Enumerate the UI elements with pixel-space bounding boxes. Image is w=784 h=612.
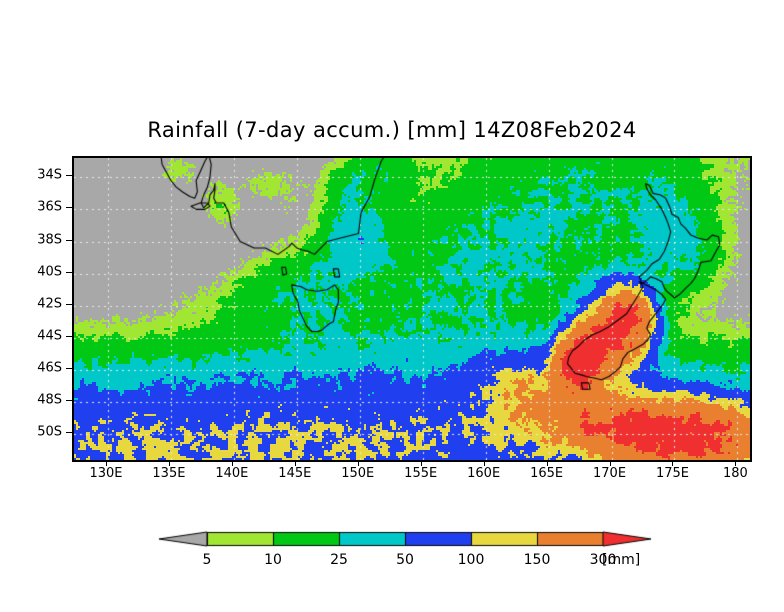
y-tick-mark [66,335,72,337]
colorbar-tick-label: 25 [330,552,348,568]
y-tick-label: 44S [37,328,62,344]
x-tick-label: 165E [530,466,564,481]
x-tick-label: 150E [341,466,375,481]
y-tick-label: 40S [37,264,62,280]
x-tick-mark [735,460,737,466]
x-tick-label: 175E [655,466,689,481]
x-tick-mark [105,460,107,466]
y-tick-label: 46S [37,360,62,376]
x-tick-mark [546,460,548,466]
x-tick-label: 160E [467,466,501,481]
x-tick-mark [609,460,611,466]
y-tick-label: 42S [37,296,62,312]
y-tick-label: 38S [37,232,62,248]
x-tick-mark [672,460,674,466]
page-title: Rainfall (7-day accum.) [mm] 14Z08Feb202… [147,118,637,142]
x-tick-label: 170E [593,466,627,481]
y-tick-label: 36S [37,199,62,215]
x-tick-mark [231,460,233,466]
colorbar-swatches [155,528,655,550]
map-plot-area[interactable] [72,156,752,462]
y-tick-mark [66,175,72,177]
x-tick-mark [483,460,485,466]
y-tick-mark [66,400,72,402]
colorbar-tick-label: 10 [264,552,282,568]
colorbar[interactable]: 5 10 25 50 100 150 300 [mm] [155,528,655,578]
y-tick-label: 34S [37,167,62,183]
x-tick-label: 155E [404,466,438,481]
x-tick-mark [420,460,422,466]
x-tick-label: 130E [89,466,123,481]
y-tick-mark [66,303,72,305]
coastline-gridline-overlay [74,158,750,460]
y-tick-mark [66,239,72,241]
y-tick-label: 48S [37,392,62,408]
colorbar-unit-label: [mm] [602,552,641,568]
colorbar-tick-label: 5 [202,552,212,568]
x-tick-mark [168,460,170,466]
y-tick-mark [66,207,72,209]
colorbar-tick-label: 300 [589,552,617,568]
x-tick-mark [294,460,296,466]
x-tick-label: 135E [152,466,186,481]
x-tick-label: 145E [278,466,312,481]
colorbar-tick-label: 50 [396,552,414,568]
colorbar-tick-label: 150 [523,552,551,568]
x-tick-mark [357,460,359,466]
colorbar-tick-label: 100 [457,552,485,568]
x-tick-label: 180 [722,466,748,481]
x-tick-label: 140E [215,466,249,481]
y-tick-label: 50S [37,424,62,440]
y-tick-mark [66,271,72,273]
y-tick-mark [66,432,72,434]
y-tick-mark [66,368,72,370]
